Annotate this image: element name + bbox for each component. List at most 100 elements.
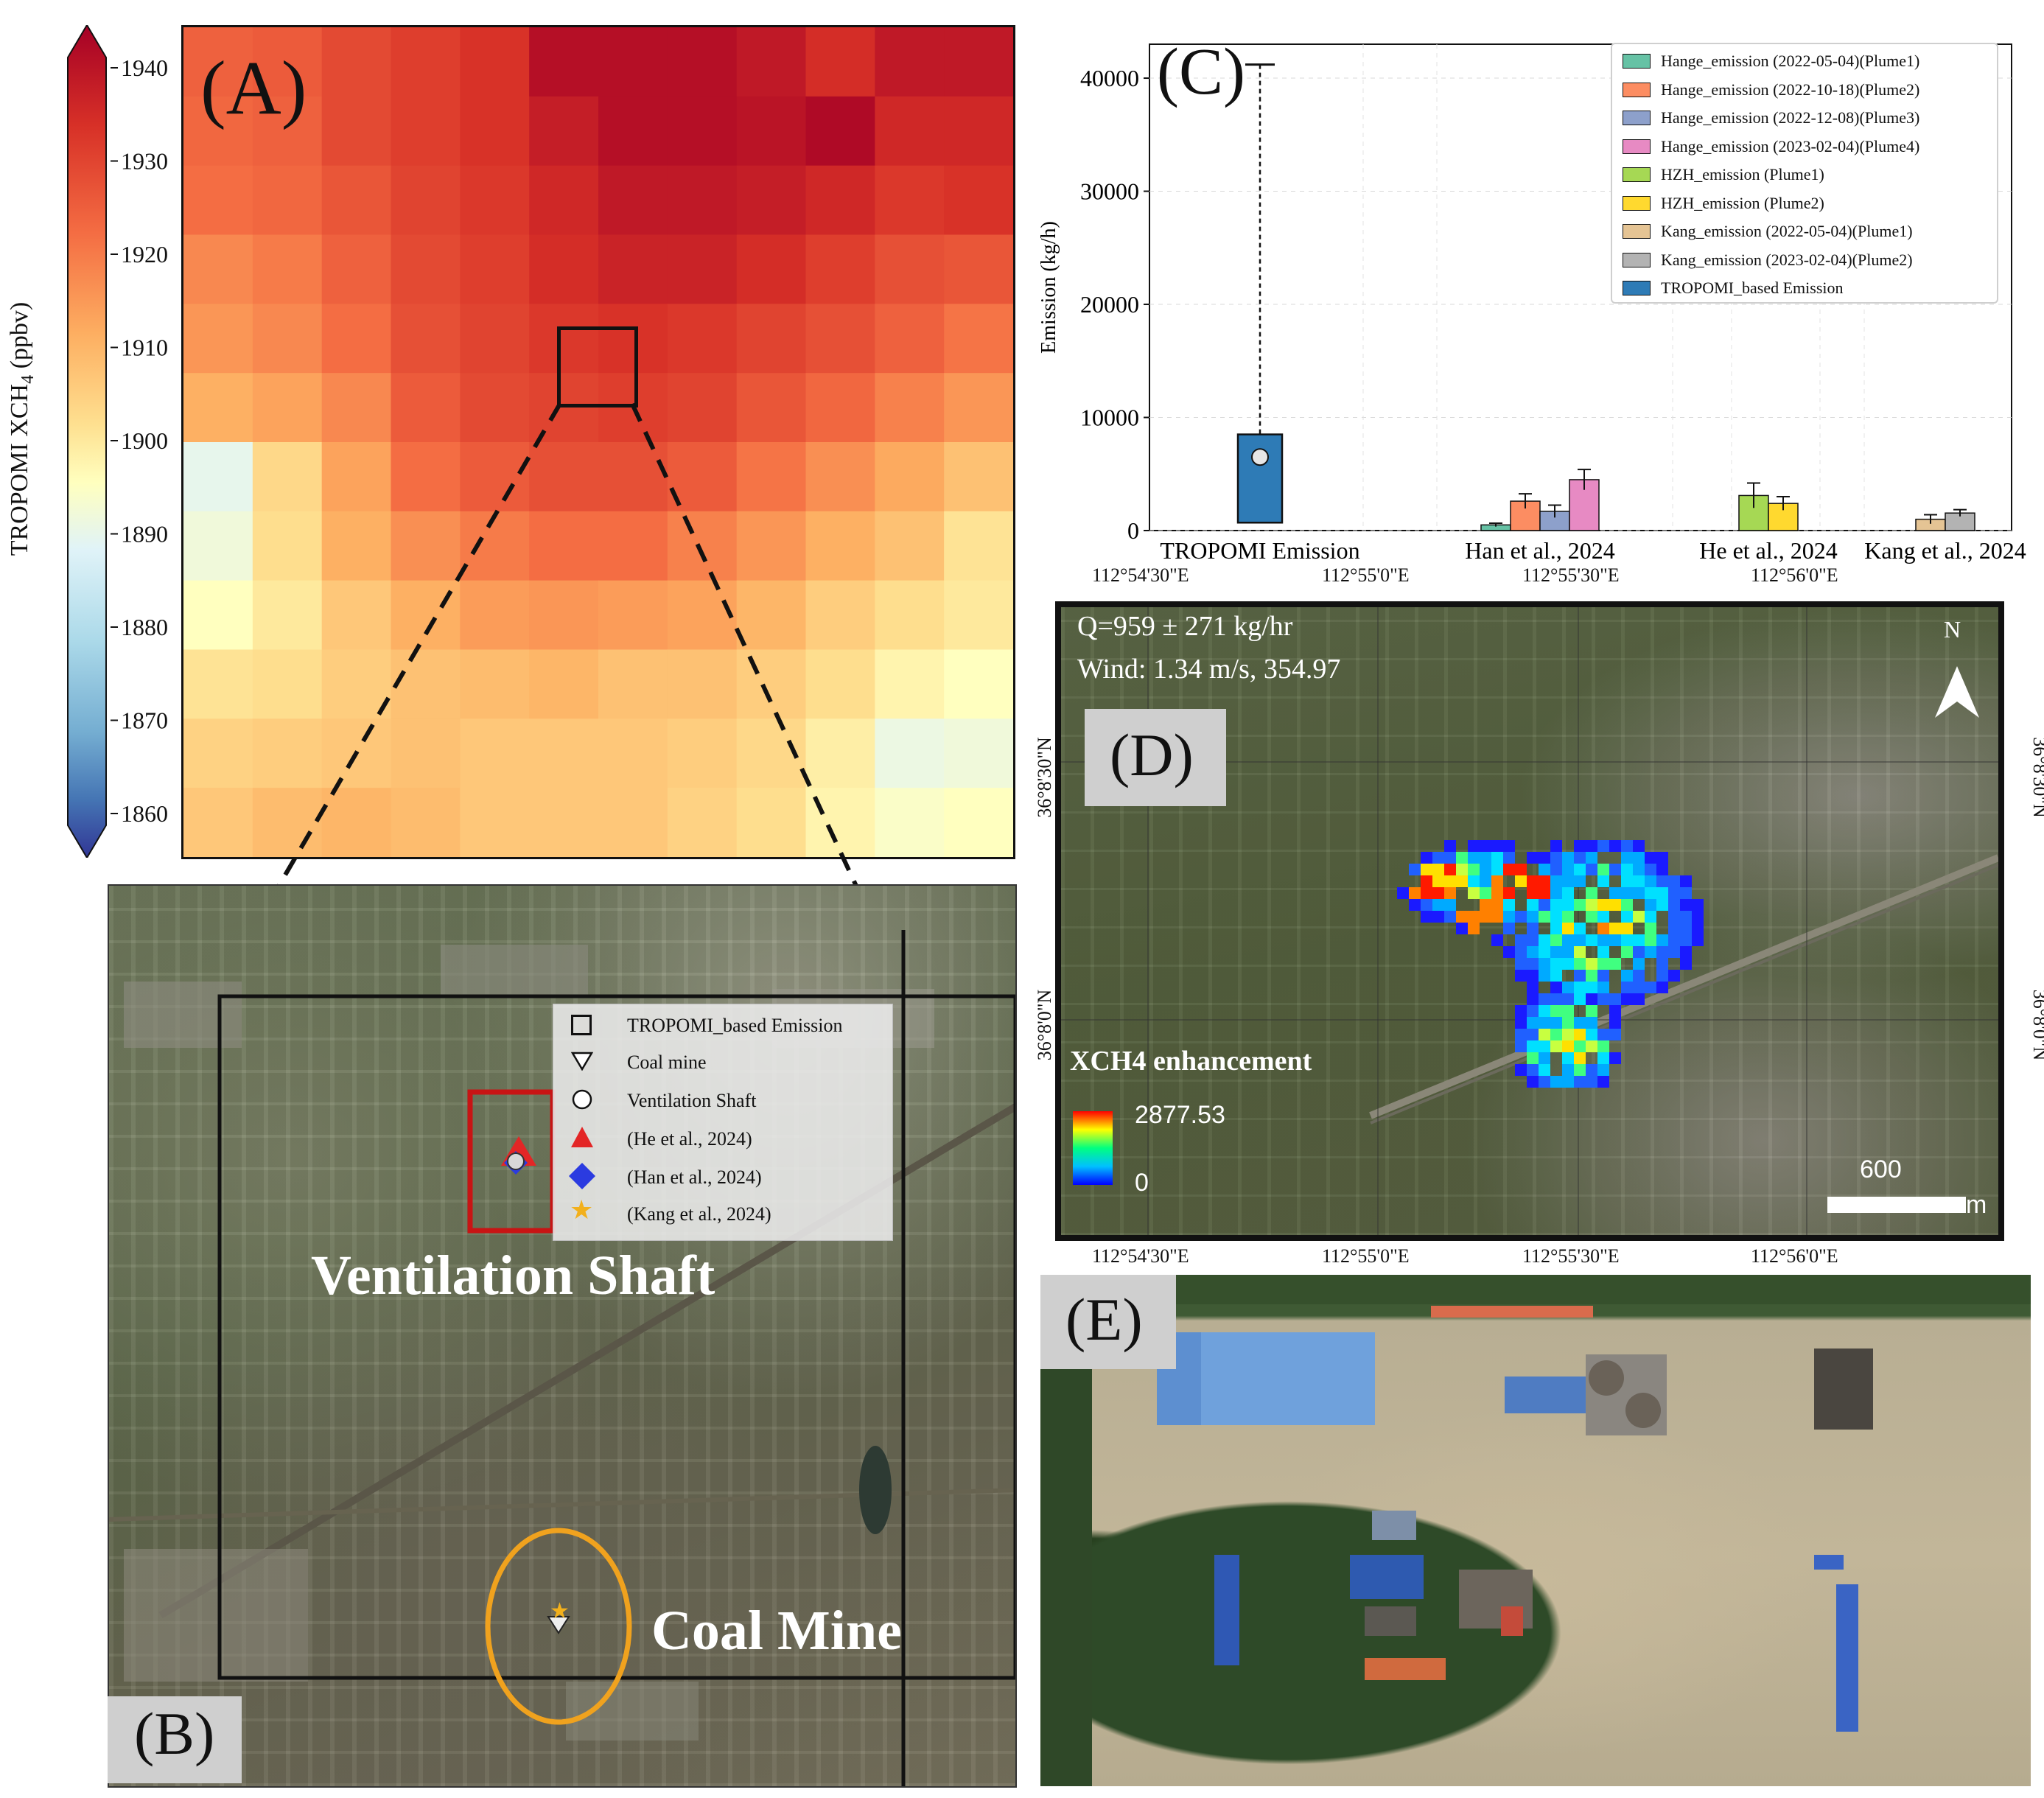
- heatmap-cell: [875, 96, 945, 167]
- q-text: Q=959 ± 271 kg/hr: [1077, 611, 1293, 642]
- plume-pixel: [1680, 911, 1692, 923]
- plume-pixel: [1515, 946, 1527, 958]
- plume-pixel: [1633, 840, 1645, 852]
- legend-swatch: [1623, 82, 1651, 97]
- heatmap-cell: [252, 580, 323, 651]
- plume-pixel: [1527, 1029, 1539, 1040]
- plume-pixel: [1621, 923, 1633, 934]
- plume-pixel: [1609, 993, 1621, 1005]
- plume-pixel: [1480, 887, 1491, 899]
- plume-pixel: [1668, 934, 1680, 946]
- colorbar-tick-label: 1900: [121, 427, 168, 454]
- heatmap-cell: [598, 511, 668, 581]
- heatmap-cell: [667, 718, 738, 788]
- plume-pixel: [1550, 982, 1562, 993]
- plume-pixel: [1539, 875, 1550, 887]
- plume-pixel: [1550, 1029, 1562, 1040]
- heatmap-cell: [667, 788, 738, 858]
- heatmap-cell: [529, 649, 599, 719]
- blue-roof-building: [1201, 1332, 1375, 1425]
- village: [124, 982, 242, 1048]
- colorbar-tick-label: 1890: [121, 521, 168, 548]
- heatmap-cell: [944, 96, 1014, 167]
- plume-pixel: [1586, 852, 1597, 864]
- heatmap-cell: [252, 649, 323, 719]
- heatmap-cell: [875, 373, 945, 443]
- plume-pixel: [1621, 875, 1633, 887]
- plume-pixel: [1609, 1005, 1621, 1017]
- heatmap-cell: [460, 234, 530, 304]
- plume-pixel: [1668, 970, 1680, 982]
- heatmap-cell: [321, 96, 392, 167]
- plume-pixel: [1656, 946, 1668, 958]
- legend-entry: Hange_emission (2022-05-04)(Plume1): [1623, 52, 1919, 71]
- plume-pixel: [1527, 1005, 1539, 1017]
- plume-pixel: [1480, 840, 1491, 852]
- plume-pixel: [1562, 1029, 1574, 1040]
- plume-pixel: [1503, 911, 1515, 923]
- tank: [1625, 1393, 1661, 1428]
- plume-pixel: [1515, 1040, 1527, 1052]
- plume-pixel: [1527, 852, 1539, 864]
- plume-pixel: [1680, 946, 1692, 958]
- plume-pixel: [1680, 923, 1692, 934]
- lon-tick: 112°54'30"E: [1092, 1245, 1189, 1267]
- heatmap-cell: [529, 373, 599, 443]
- panel-d-top-axis: 112°54'30"E 112°55'0"E 112°55'30"E 112°5…: [1046, 564, 2044, 601]
- plume-pixel: [1421, 899, 1432, 911]
- colorbar-max: 2877.53: [1135, 1101, 1225, 1129]
- plume-pixel: [1645, 934, 1656, 946]
- legend-swatch: [1623, 252, 1651, 267]
- plume-pixel: [1539, 958, 1550, 970]
- plume-pixel: [1527, 1017, 1539, 1029]
- plume-pixel: [1527, 1076, 1539, 1088]
- legend-circle-icon: [572, 1089, 592, 1110]
- heatmap-cell: [460, 442, 530, 512]
- heatmap-cell: [736, 442, 807, 512]
- legend-swatch: [1623, 195, 1651, 211]
- heatmap-cell: [944, 27, 1014, 97]
- blue-roof-building: [1836, 1584, 1858, 1732]
- scale-unit: m: [1966, 1191, 1987, 1219]
- plume-pixel: [1432, 911, 1444, 923]
- plume-pixel: [1503, 946, 1515, 958]
- heatmap-cell: [598, 580, 668, 651]
- plume-pixel: [1621, 899, 1633, 911]
- heatmap-cell: [460, 580, 530, 651]
- plume-pixel: [1444, 875, 1456, 887]
- plume-pixel: [1480, 875, 1491, 887]
- plume-pixel: [1421, 875, 1432, 887]
- heatmap-cell: [391, 96, 461, 167]
- plume-pixel: [1668, 911, 1680, 923]
- plume-pixel: [1480, 899, 1491, 911]
- heatmap-cell: [598, 718, 668, 788]
- heatmap-cell: [875, 442, 945, 512]
- heatmap-cell: [460, 511, 530, 581]
- heatmap-cell: [875, 788, 945, 858]
- plume-pixel: [1539, 1052, 1550, 1064]
- plume-pixel: [1597, 923, 1609, 934]
- blue-roof-building: [1214, 1555, 1239, 1665]
- lon-tick: 112°55'30"E: [1522, 1245, 1620, 1267]
- heatmap-cell: [252, 304, 323, 374]
- heatmap-cell: [667, 304, 738, 374]
- plume-pixel: [1527, 1064, 1539, 1076]
- legend-text: HZH_emission (Plume1): [1661, 165, 1824, 183]
- legend-swatch: [1623, 281, 1651, 295]
- plume-pixel: [1539, 993, 1550, 1005]
- plume-pixel: [1609, 887, 1621, 899]
- colorbar-tick-label: 1870: [121, 707, 168, 734]
- heatmap-cell: [598, 27, 668, 97]
- plume-pixel: [1491, 875, 1503, 887]
- plume-pixel: [1562, 958, 1574, 970]
- plume-pixel: [1692, 934, 1704, 946]
- lon-tick: 112°55'0"E: [1322, 1245, 1410, 1267]
- plume-pixel: [1633, 970, 1645, 982]
- heatmap-cell: [529, 788, 599, 858]
- plume-pixel: [1539, 899, 1550, 911]
- plume-pixel: [1503, 887, 1515, 899]
- legend-text: Hange_emission (2022-10-18)(Plume2): [1661, 80, 1920, 99]
- plume-pixel: [1597, 875, 1609, 887]
- plume-pixel: [1409, 899, 1421, 911]
- x-tick-label: Han et al., 2024: [1465, 537, 1615, 564]
